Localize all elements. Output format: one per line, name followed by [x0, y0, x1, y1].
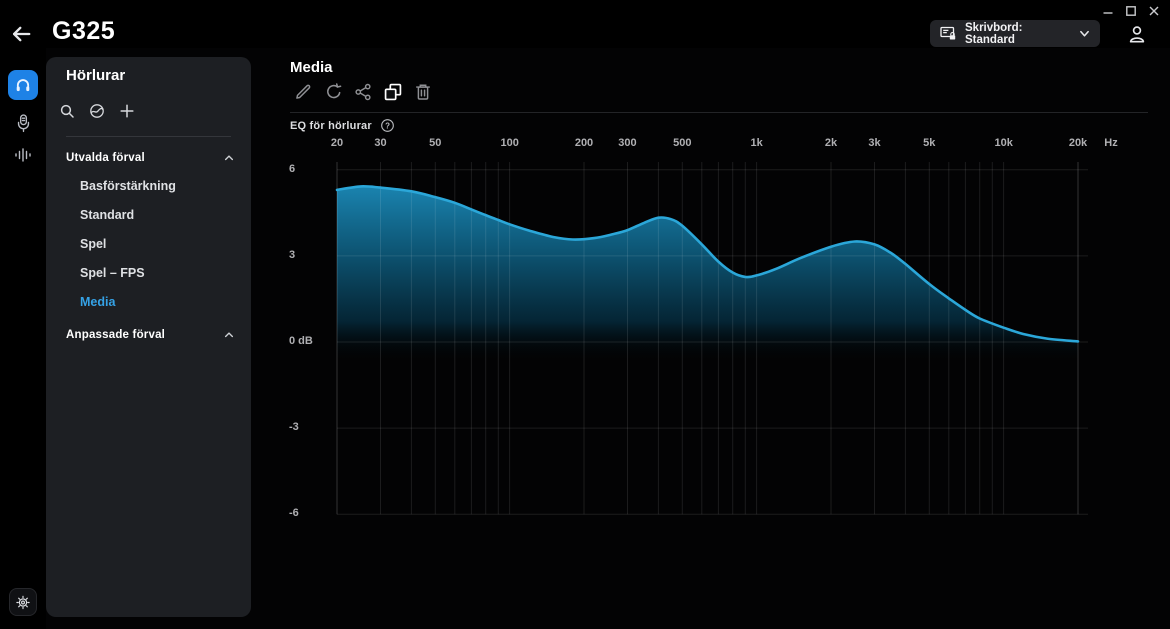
- close-button[interactable]: [1146, 3, 1164, 19]
- preset-item[interactable]: Spel – FPS: [80, 265, 145, 280]
- maximize-icon: [1126, 6, 1136, 16]
- y-tick-label: 6: [289, 162, 296, 175]
- edit-button[interactable]: [294, 83, 312, 101]
- plus-icon: [120, 104, 134, 118]
- reset-icon: [327, 83, 342, 99]
- profile-selector[interactable]: Skrivbord: Standard: [930, 20, 1100, 47]
- help-button[interactable]: ?: [380, 118, 395, 133]
- x-tick-label: 200: [574, 137, 594, 149]
- rail-soundwave-button[interactable]: [8, 140, 38, 170]
- x-tick-label: 30: [374, 137, 387, 149]
- share-icon: [355, 83, 371, 101]
- x-axis-unit-label: Hz: [1104, 137, 1118, 149]
- x-tick-label: 100: [500, 137, 519, 149]
- x-tick-label: 3k: [868, 137, 881, 149]
- x-tick-label: 50: [429, 137, 442, 149]
- x-tick-label: 5k: [923, 137, 936, 149]
- search-icon: [60, 104, 74, 118]
- chart-grid: [336, 162, 1088, 515]
- device-rail: [0, 48, 46, 629]
- preset-toolbar: [294, 83, 432, 101]
- gear-icon: [16, 595, 30, 609]
- x-tick-label: 20k: [1068, 137, 1088, 149]
- user-account-button[interactable]: [1126, 22, 1150, 46]
- preset-section-label: Anpassade förval: [66, 329, 166, 341]
- page-title: G325: [52, 17, 116, 45]
- x-tick-label: 20: [330, 137, 344, 149]
- y-tick-label: 3: [289, 248, 296, 261]
- preset-section-header[interactable]: Utvalda förval: [46, 145, 251, 171]
- pencil-icon: [296, 84, 311, 99]
- trash-icon: [415, 84, 431, 100]
- duplicate-button[interactable]: [384, 83, 402, 101]
- y-tick-label: -6: [289, 507, 299, 520]
- duplicate-icon: [384, 83, 402, 101]
- top-bar: G325 Skrivbord: Standard: [0, 0, 1170, 48]
- preset-section-label: Utvalda förval: [66, 152, 145, 164]
- maximize-button[interactable]: [1123, 3, 1141, 19]
- chevron-down-icon: [1080, 30, 1089, 37]
- sync-icon: [90, 104, 104, 118]
- headphones-icon: [16, 79, 30, 92]
- x-tick-label: 1k: [750, 137, 763, 149]
- soundwave-icon: [15, 148, 31, 162]
- question-circle-icon: ?: [380, 119, 394, 132]
- eq-section-header: EQ för hörlurar ?: [290, 118, 395, 133]
- rail-microphone-button[interactable]: [8, 108, 38, 138]
- x-tick-label: 500: [673, 137, 692, 149]
- preset-item[interactable]: Media: [80, 294, 116, 309]
- back-button[interactable]: [10, 21, 36, 47]
- delete-button[interactable]: [414, 83, 432, 101]
- y-tick-label: -3: [289, 421, 299, 434]
- share-button[interactable]: [354, 83, 372, 101]
- search-button[interactable]: [59, 103, 75, 119]
- device-sidebar: Hörlurar Utvald: [46, 57, 251, 617]
- x-tick-label: 2k: [824, 137, 838, 149]
- profile-selector-label: Skrivbord: Standard: [965, 21, 1023, 46]
- preset-item[interactable]: Standard: [80, 207, 135, 222]
- settings-button[interactable]: [9, 588, 37, 616]
- add-preset-button[interactable]: [119, 103, 135, 119]
- content-divider: [290, 112, 1148, 113]
- desktop-lock-icon: [940, 26, 956, 40]
- window-controls: [1100, 3, 1164, 19]
- sidebar-divider: [66, 136, 231, 137]
- close-icon: [1149, 6, 1159, 16]
- chevron-up-icon: [224, 332, 234, 338]
- rail-headphones-button[interactable]: [8, 70, 38, 100]
- x-tick-label: 10k: [994, 137, 1013, 149]
- minimize-button[interactable]: [1100, 3, 1118, 19]
- sync-button[interactable]: [89, 103, 105, 119]
- reset-button[interactable]: [324, 83, 342, 101]
- svg-text:?: ?: [385, 121, 390, 130]
- microphone-icon: [17, 113, 29, 132]
- user-icon: [1129, 26, 1145, 43]
- eq-chart: 20 30 50 100 200 300 500 1k 2k 3k 5k 10k 20k Hz 6 3 0 dB…: [285, 130, 1170, 530]
- sidebar-heading: Hörlurar: [66, 67, 126, 84]
- preset-item[interactable]: Spel: [80, 236, 107, 251]
- preset-list: Utvalda förval Basförstärkning Standard Spe…: [46, 145, 251, 348]
- minimize-icon: [1103, 12, 1113, 14]
- sidebar-toolbar: [59, 103, 135, 119]
- chevron-up-icon: [224, 155, 234, 161]
- preset-title: Media: [290, 59, 333, 76]
- eq-curve-svg: [335, 162, 1088, 515]
- preset-item[interactable]: Basförstärkning: [80, 178, 176, 193]
- eq-section-label: EQ för hörlurar: [290, 119, 372, 132]
- back-arrow-icon: [12, 26, 31, 42]
- y-tick-label: 0 dB: [289, 335, 313, 347]
- x-tick-label: 300: [618, 137, 637, 149]
- eq-area-fill: [337, 186, 1078, 364]
- eq-curve-line: [335, 185, 1080, 343]
- preset-section-header[interactable]: Anpassade förval: [46, 322, 251, 348]
